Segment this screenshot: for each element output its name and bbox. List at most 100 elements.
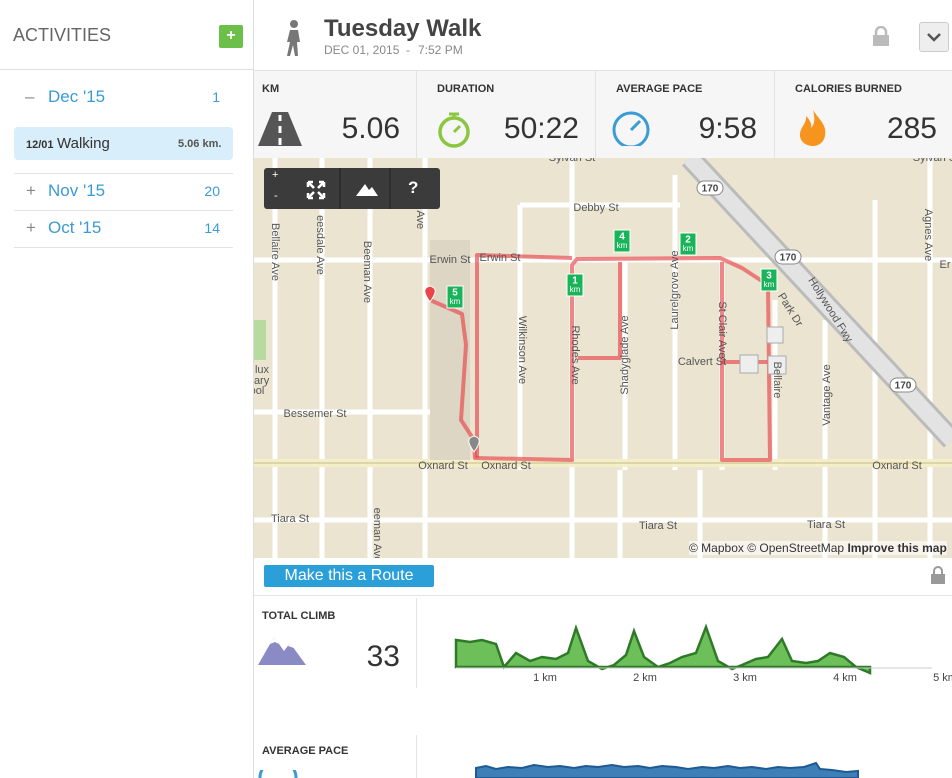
mountain-icon <box>258 637 306 665</box>
map-controls <box>264 168 440 209</box>
street-label: Tiara St <box>807 519 845 531</box>
street-label: Calvert St <box>678 356 726 368</box>
map-attribution: © Mapbox © OpenStreetMap Improve this ma… <box>689 541 947 555</box>
help-button[interactable]: ? <box>408 178 419 197</box>
stats-bar <box>254 70 952 159</box>
street-label: Erwin St <box>480 252 521 264</box>
zoom-out[interactable]: - <box>274 190 278 202</box>
street-label: Debby St <box>573 202 618 214</box>
separator: - <box>406 43 410 57</box>
highway-number: 170 <box>702 184 719 195</box>
decoration <box>684 158 952 446</box>
street-label: Shadyglade Ave <box>619 315 631 394</box>
highway-shield <box>774 249 802 265</box>
x-tick-label: 1 km <box>533 672 557 684</box>
walker-icon <box>287 20 300 56</box>
divider <box>14 173 233 174</box>
km-unit: km <box>570 285 581 294</box>
km-marker <box>760 268 778 292</box>
x-tick-label: 5 km <box>933 672 952 684</box>
activity-date: DEC 01, 2015 <box>324 43 400 57</box>
km-marker <box>679 232 697 256</box>
attribution: © Mapbox © OpenStreetMap <box>689 541 845 555</box>
month-toggle[interactable]: – <box>25 87 35 106</box>
highway-number: 170 <box>780 253 797 264</box>
dropdown-button[interactable] <box>919 22 949 52</box>
km-unit: km <box>764 280 775 289</box>
decoration <box>873 35 889 46</box>
decoration <box>287 30 300 56</box>
decoration <box>927 33 941 42</box>
decoration <box>424 285 436 303</box>
x-tick-label: 3 km <box>733 672 757 684</box>
km-number: 3 <box>766 271 772 282</box>
decoration <box>258 770 298 778</box>
activity-item[interactable] <box>14 127 233 160</box>
sidebar-title: ACTIVITIES <box>13 25 112 45</box>
month-toggle[interactable]: + <box>26 218 36 237</box>
lock-icon <box>873 26 889 46</box>
decoration <box>429 256 772 462</box>
decoration <box>927 33 941 42</box>
decoration <box>290 20 298 28</box>
fullscreen-button[interactable] <box>292 168 392 209</box>
km-unit: km <box>683 244 694 253</box>
stat-divider <box>416 70 417 158</box>
decoration <box>339 168 391 209</box>
km-number: 4 <box>619 232 625 243</box>
stat-value: 5.06 <box>341 112 400 145</box>
month-toggle[interactable]: + <box>26 181 36 200</box>
stat-label: DURATION <box>437 83 495 95</box>
street-label: eesdale Ave <box>314 215 326 275</box>
km-unit: km <box>450 297 461 306</box>
pace-icon <box>612 111 650 146</box>
street-label: Vantage Ave <box>821 364 833 425</box>
km-number: 2 <box>685 235 691 246</box>
month-label[interactable]: Dec '15 <box>48 87 106 106</box>
stat-value: 9:58 <box>698 112 757 145</box>
street-label: ntary <box>254 375 270 387</box>
stopwatch-icon <box>438 112 470 148</box>
decoration <box>739 354 759 374</box>
climb-label: TOTAL CLIMB <box>262 610 336 622</box>
flame-icon <box>799 110 826 146</box>
decoration <box>449 112 462 134</box>
pace-chart <box>475 761 859 778</box>
decoration <box>454 623 872 675</box>
pace-icon <box>258 770 298 778</box>
lock-icon <box>931 566 945 584</box>
route-button[interactable]: Make this a Route <box>264 565 434 587</box>
stat-value: 50:22 <box>503 112 579 145</box>
street-label: St Clair Ave <box>716 301 728 358</box>
divider <box>14 210 233 211</box>
climb-value: 33 <box>366 640 400 673</box>
decoration <box>254 320 266 360</box>
decoration: 1 km 2 km 3 km 4 km 5 km <box>533 672 952 684</box>
street-label: Sylvan St <box>549 158 595 164</box>
street-label: Erwin St <box>430 254 471 266</box>
zoom-in[interactable]: + <box>272 169 279 181</box>
street-label: Bellaire <box>771 362 783 399</box>
month-count: 20 <box>204 183 220 199</box>
street-label: Oxnard St <box>481 460 531 472</box>
x-tick-label: 4 km <box>833 672 857 684</box>
decoration <box>799 110 826 146</box>
activity-time: 7:52 PM <box>418 43 463 57</box>
decoration <box>629 119 642 132</box>
street-label: Agnes Ave <box>922 209 934 261</box>
month-label[interactable]: Oct '15 <box>48 218 102 237</box>
km-unit: km <box>617 241 628 250</box>
improve-map[interactable]: Improve this map <box>847 541 947 555</box>
street-label: Oxnard St <box>418 460 468 472</box>
add-button[interactable]: + <box>219 25 243 48</box>
divider <box>254 595 952 596</box>
street-label: Tiara St <box>639 520 677 532</box>
decoration <box>258 637 306 665</box>
street-label: Er <box>940 259 951 271</box>
month-label[interactable]: Nov '15 <box>48 181 106 200</box>
decoration <box>766 326 784 344</box>
elevation-chart: 1 km 2 km 3 km 4 km 5 km <box>454 623 952 684</box>
